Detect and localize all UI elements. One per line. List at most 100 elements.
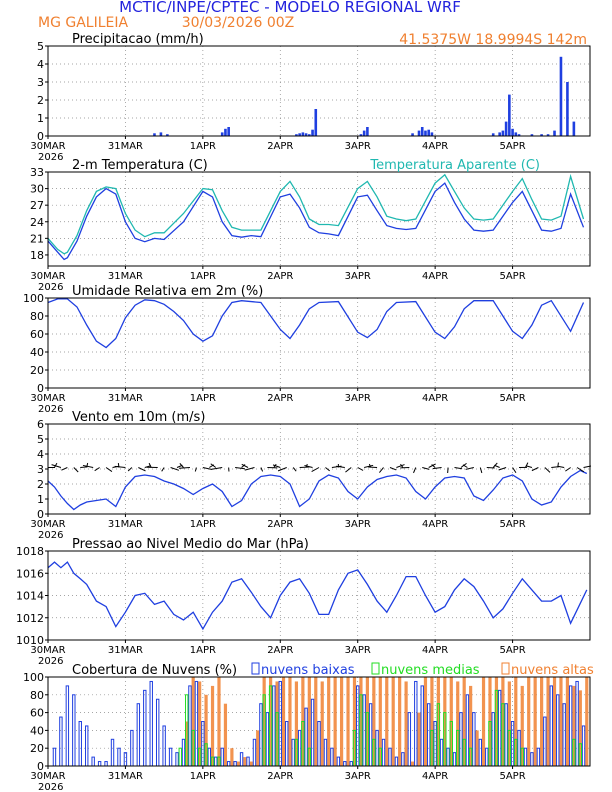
- wind-arrow: [431, 464, 436, 468]
- x-tick-label: 30MAR: [30, 645, 65, 656]
- y-tick-label: 6: [37, 418, 44, 431]
- y-tick-label: 80: [30, 310, 44, 323]
- cloud-bar-altas: [236, 761, 240, 766]
- series-line-temp: [47, 173, 585, 255]
- cloud-bar-baixas: [568, 685, 573, 767]
- cloud-bar-altas: [552, 677, 557, 766]
- wind-arrow: [244, 467, 255, 471]
- precip-bar: [514, 132, 518, 136]
- wind-arrow: [400, 463, 404, 468]
- cloud-bar-altas: [249, 761, 253, 766]
- cloud-bar-altas: [352, 677, 357, 766]
- cloud-bar-altas: [469, 685, 473, 766]
- cloud-bar-baixas: [504, 703, 508, 767]
- cloud-bar-baixas: [297, 729, 302, 767]
- precip-bar: [301, 132, 305, 136]
- wind-arrow: [179, 463, 184, 468]
- wind-arrow: [432, 467, 442, 470]
- x-tick-label: 30MAR: [30, 271, 65, 282]
- wind-arrow: [241, 463, 249, 468]
- cloud-bar-baixas: [375, 729, 379, 767]
- cloud-bar-baixas: [517, 729, 521, 767]
- x-tick-label: 5APR: [499, 271, 525, 282]
- cloud-bar-baixas: [310, 698, 315, 767]
- x-year-label: 2026: [38, 782, 63, 792]
- wind-arrow: [105, 467, 113, 472]
- y-tick-label: 0: [37, 382, 44, 395]
- cloud-bar-baixas: [252, 738, 257, 767]
- x-tick-label: 3APR: [345, 271, 371, 282]
- cloud-bar-baixas: [368, 703, 373, 767]
- precip-bar: [546, 134, 550, 136]
- wind-arrow: [512, 467, 517, 474]
- x-tick-label: 31MAR: [108, 141, 143, 152]
- wind-arrow: [389, 467, 397, 471]
- panel-title: 2-m Temperatura (C): [72, 158, 208, 173]
- precip-bar: [227, 127, 230, 136]
- cloud-bar-altas: [527, 677, 531, 766]
- x-tick-label: 1APR: [190, 519, 216, 530]
- precip-bar: [220, 132, 224, 136]
- cloud-bar-baixas: [239, 752, 244, 767]
- cloud-bar-baixas: [149, 680, 153, 767]
- cloud-bar-altas: [565, 677, 570, 766]
- chart-pressure: 1010 1012 1014 1016 1018 30MAR 31MAR 1APR 2APR 3A…: [16, 537, 591, 667]
- cloud-bar-baixas: [394, 756, 399, 767]
- cloud-bar-baixas: [536, 747, 541, 767]
- cloud-bar-baixas: [343, 761, 347, 767]
- chart-precip: 0 1 2 3 4 5 30MAR 31MAR 1APR 2APR 3APR 4APR 5APR 2026…: [30, 32, 591, 163]
- cloud-bar-altas: [514, 677, 518, 766]
- cloud-bar-altas: [417, 712, 421, 766]
- cloud-bar-baixas: [110, 738, 115, 767]
- panel-frame: [47, 676, 591, 767]
- cloud-bar-altas: [520, 685, 524, 766]
- wind-arrow: [531, 467, 539, 472]
- series-line-wind: [47, 469, 588, 511]
- cloud-bar-altas: [198, 681, 202, 766]
- cloud-bar-baixas: [175, 752, 179, 767]
- wind-arrow: [364, 464, 374, 468]
- precip-bar: [308, 134, 311, 136]
- cloud-bar-altas: [494, 677, 499, 766]
- wind-arrow: [210, 463, 217, 468]
- wind-arrow: [299, 466, 310, 468]
- cloud-bar-baixas: [85, 725, 89, 767]
- panel-title: Umidade Relativa em 2m (%): [72, 284, 263, 299]
- cloud-bar-baixas: [78, 721, 82, 767]
- series-line-temp: [47, 182, 585, 261]
- x-tick-label: 31MAR: [108, 645, 143, 656]
- cloud-bar-baixas: [349, 761, 353, 767]
- chart-wind: 0 1 2 3 4 5 6 30MAR 31MAR 1APR 2APR 3APR 4APR 5APR 202…: [30, 410, 592, 541]
- cloud-bar-baixas: [233, 761, 237, 767]
- x-tick-label: 3APR: [345, 519, 371, 530]
- x-tick-label: 2APR: [267, 519, 293, 530]
- cloud-bar-baixas: [143, 689, 147, 767]
- cloud-bar-baixas: [459, 712, 463, 767]
- x-tick-label: 3APR: [345, 771, 371, 782]
- cloud-bar-baixas: [304, 707, 308, 767]
- wind-arrow: [525, 462, 529, 468]
- wind-arrow: [82, 464, 94, 468]
- cloud-bar-altas: [294, 681, 299, 766]
- cloud-bar-altas: [501, 677, 505, 766]
- cloud-bar-altas: [327, 677, 331, 766]
- precip-bar: [572, 121, 576, 136]
- x-tick-label: 4APR: [422, 393, 448, 404]
- x-tick-label: 5APR: [499, 519, 525, 530]
- cloud-bar-altas: [210, 685, 215, 766]
- cloud-bar-baixas: [485, 747, 489, 767]
- cloud-bar-baixas: [575, 680, 579, 767]
- precip-bar: [517, 134, 521, 136]
- wind-arrow: [80, 466, 88, 468]
- cloud-bar-baixas: [562, 703, 566, 767]
- cloud-bar-altas: [559, 677, 563, 766]
- cloud-bar-baixas: [117, 747, 121, 767]
- cloud-bar-altas: [365, 677, 369, 766]
- precip-bar: [566, 82, 569, 136]
- precip-bar: [153, 133, 156, 136]
- cloud-bar-baixas: [439, 738, 444, 767]
- x-tick-label: 31MAR: [108, 519, 143, 530]
- x-tick-label: 1APR: [190, 771, 216, 782]
- x-tick-label: 3APR: [345, 393, 371, 404]
- x-tick-label: 3APR: [345, 645, 371, 656]
